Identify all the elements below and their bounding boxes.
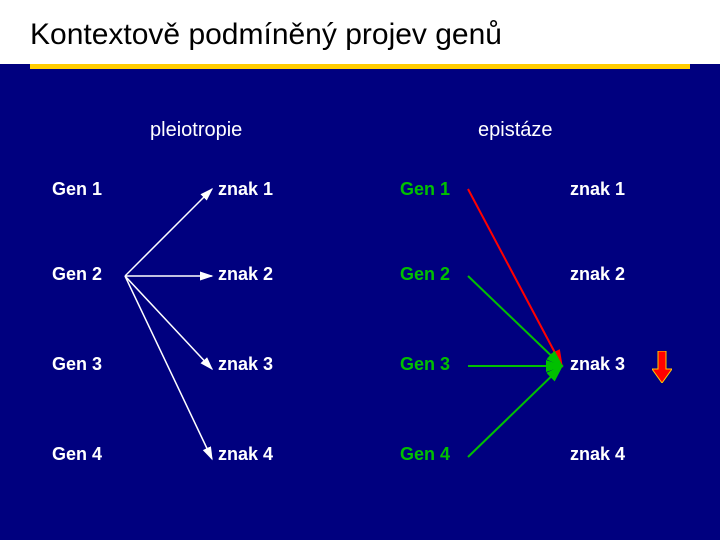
pleiotropy-arrows (125, 189, 212, 459)
slide-title: Kontextově podmíněný projev genů (30, 18, 690, 52)
down-arrow-icon (652, 351, 672, 383)
left-gene-2: Gen 2 (52, 264, 102, 285)
left-trait-1: znak 1 (218, 179, 273, 200)
right-gene-3: Gen 3 (400, 354, 450, 375)
content-area: pleiotropie epistáze Gen 1 Gen 2 Gen 3 G… (0, 69, 720, 519)
left-trait-2: znak 2 (218, 264, 273, 285)
right-trait-3: znak 3 (570, 354, 625, 375)
title-bar: Kontextově podmíněný projev genů (0, 0, 720, 64)
right-gene-2: Gen 2 (400, 264, 450, 285)
left-gene-1: Gen 1 (52, 179, 102, 200)
right-trait-4: znak 4 (570, 444, 625, 465)
right-trait-2: znak 2 (570, 264, 625, 285)
epistasis-arrows (468, 189, 562, 457)
left-header: pleiotropie (150, 119, 242, 142)
right-gene-1: Gen 1 (400, 179, 450, 200)
left-gene-4: Gen 4 (52, 444, 102, 465)
right-trait-1: znak 1 (570, 179, 625, 200)
right-header: epistáze (478, 119, 553, 142)
right-gene-4: Gen 4 (400, 444, 450, 465)
left-gene-3: Gen 3 (52, 354, 102, 375)
left-trait-3: znak 3 (218, 354, 273, 375)
left-trait-4: znak 4 (218, 444, 273, 465)
